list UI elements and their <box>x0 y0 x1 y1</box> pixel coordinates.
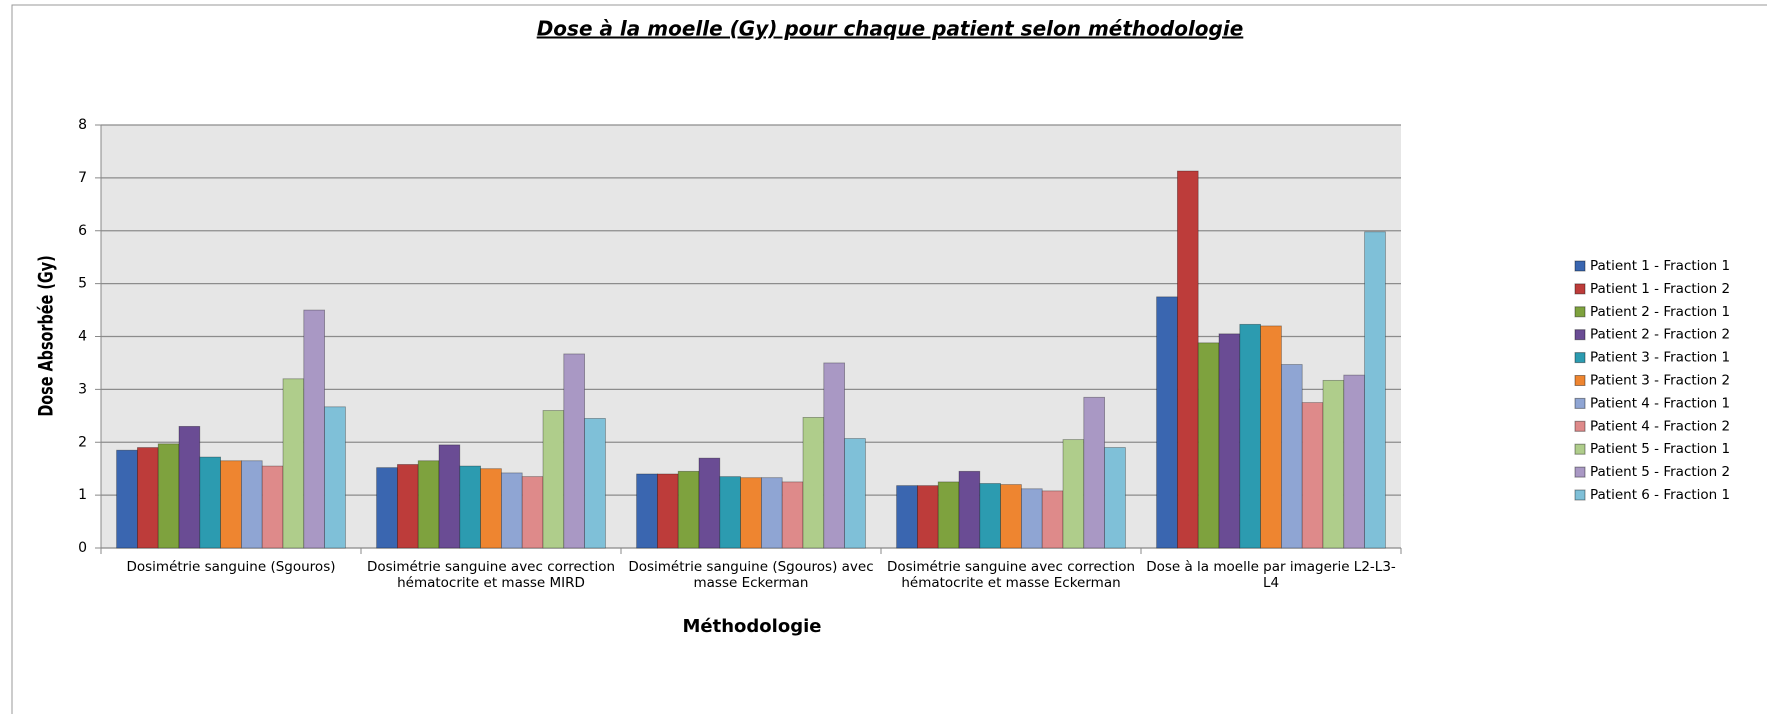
bar <box>1156 296 1178 549</box>
bar <box>116 449 138 549</box>
legend-swatch <box>1574 397 1586 409</box>
y-tick-label: 6 <box>78 223 87 239</box>
bar <box>459 465 481 549</box>
bar <box>979 483 1001 549</box>
bar <box>1343 374 1366 549</box>
x-axis-label: Méthodologie <box>683 616 822 637</box>
legend-swatch <box>1574 443 1586 455</box>
legend-label: Patient 2 - Fraction 2 <box>1590 327 1730 343</box>
y-tick-label: 7 <box>78 170 87 186</box>
bar <box>1301 402 1324 549</box>
legend-label: Patient 3 - Fraction 1 <box>1590 350 1730 366</box>
legend-label: Patient 5 - Fraction 2 <box>1590 464 1730 480</box>
bar <box>199 456 222 549</box>
legend-swatch <box>1574 352 1586 364</box>
x-tick-label: Dose à la moelle par imagerie L2-L3-L4 <box>1146 559 1396 591</box>
bar <box>657 473 679 549</box>
y-tick-label: 5 <box>78 276 87 292</box>
bar <box>917 485 939 549</box>
bar <box>1062 439 1085 549</box>
y-tick-label: 1 <box>78 487 87 503</box>
bar <box>1260 325 1282 549</box>
legend-label: Patient 6 - Fraction 1 <box>1590 487 1730 503</box>
bar <box>636 473 658 549</box>
bar <box>1322 379 1345 549</box>
bar <box>500 472 523 549</box>
y-axis-label: Dose Absorbée (Gy) <box>36 255 59 416</box>
bar <box>677 470 700 549</box>
bar <box>761 477 783 549</box>
legend-label: Patient 1 - Fraction 2 <box>1590 281 1730 297</box>
x-tick-label: Dosimétrie sanguine avec correction héma… <box>366 559 616 591</box>
bar <box>417 460 440 549</box>
legend-swatch <box>1574 329 1586 341</box>
bar <box>1197 342 1220 549</box>
bar <box>324 406 346 549</box>
y-tick-label: 3 <box>78 381 87 397</box>
bar <box>480 468 502 549</box>
bar <box>1000 484 1022 549</box>
bar <box>136 447 159 549</box>
bar <box>303 309 325 549</box>
bar <box>896 485 918 549</box>
bar <box>719 476 741 549</box>
bar <box>1239 323 1262 549</box>
legend-label: Patient 5 - Fraction 1 <box>1590 441 1730 457</box>
legend-swatch <box>1574 489 1586 501</box>
legend-swatch <box>1574 306 1586 318</box>
bar <box>178 425 201 549</box>
bar <box>1083 396 1106 549</box>
chart-title: Dose à la moelle (Gy) pour chaque patien… <box>537 17 1244 41</box>
y-tick-label: 4 <box>78 329 87 345</box>
legend-label: Patient 4 - Fraction 2 <box>1590 418 1730 434</box>
legend-swatch <box>1574 260 1586 272</box>
bar <box>1364 231 1386 549</box>
bar <box>584 418 606 549</box>
bar <box>781 481 804 549</box>
bar <box>823 362 845 549</box>
legend-label: Patient 1 - Fraction 1 <box>1590 258 1730 274</box>
bar <box>396 464 419 549</box>
legend-swatch <box>1574 375 1586 386</box>
bar <box>282 378 305 549</box>
bar <box>698 457 721 549</box>
bar <box>521 476 544 549</box>
y-tick-label: 0 <box>78 540 87 556</box>
bar <box>1041 490 1064 549</box>
bar <box>802 416 825 549</box>
bar <box>542 410 565 549</box>
bar <box>157 443 180 549</box>
bar <box>1104 447 1126 549</box>
legend-swatch <box>1574 283 1586 295</box>
bar <box>376 467 398 549</box>
bar <box>958 470 981 549</box>
legend-label: Patient 3 - Fraction 2 <box>1590 373 1730 389</box>
bar <box>1281 364 1303 549</box>
bar <box>937 481 960 549</box>
y-tick-label: 2 <box>78 434 87 450</box>
bar <box>563 353 585 549</box>
bar <box>1177 170 1199 549</box>
bar <box>240 460 263 549</box>
bar <box>261 465 284 549</box>
bar <box>844 438 866 549</box>
y-tick-label: 8 <box>78 117 87 133</box>
legend-label: Patient 4 - Fraction 1 <box>1590 395 1730 411</box>
bar <box>1218 333 1241 549</box>
legend-label: Patient 2 - Fraction 1 <box>1590 304 1730 320</box>
x-tick-label: Dosimétrie sanguine (Sgouros) avec masse… <box>628 559 874 591</box>
legend-swatch <box>1574 420 1586 432</box>
chart-frame <box>11 4 1767 714</box>
bar <box>1021 488 1043 549</box>
legend-swatch <box>1574 466 1586 478</box>
x-tick-label: Dosimétrie sanguine (Sgouros) <box>126 559 336 575</box>
bar <box>438 444 461 549</box>
bar <box>740 477 762 549</box>
x-tick-label: Dosimétrie sanguine avec correction héma… <box>886 559 1136 591</box>
bar <box>220 460 242 549</box>
